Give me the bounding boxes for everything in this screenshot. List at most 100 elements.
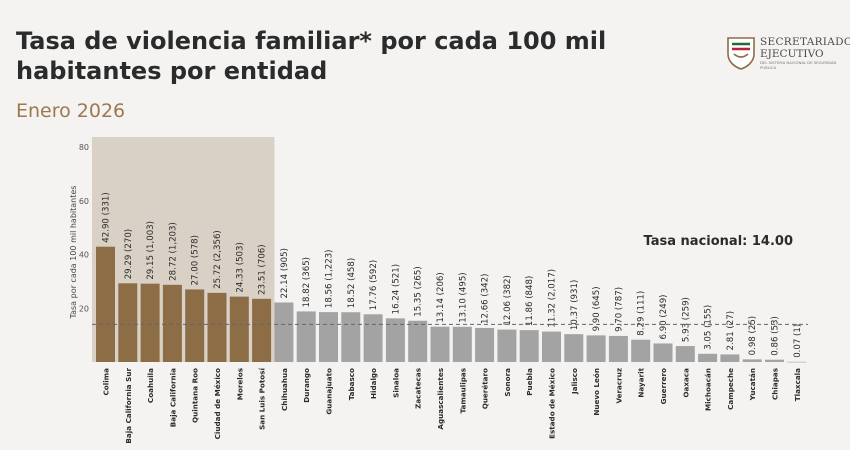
shield-emblem-icon [727,37,755,70]
category-label: San Luis Potosí [258,367,267,429]
data-label: 5.93 (259) [681,297,691,342]
category-label: Colima [102,368,111,396]
data-label: 42.90 (331) [102,192,112,242]
category-label: Yucatán [748,368,757,401]
data-label: 29.15 (1,003) [146,221,156,280]
bar [564,334,584,362]
data-label: 25.72 (2,356) [213,230,223,289]
logo-line-3: DEL SISTEMA NACIONAL DE SEGURIDAD PÚBLIC… [760,60,837,70]
bar [608,335,628,362]
bar [296,311,316,362]
data-label: 2.81 (27) [726,311,736,351]
bar [675,346,695,362]
data-label: 0.98 (25) [748,316,758,356]
data-label: 29.29 (270) [124,229,134,279]
bar [497,329,517,362]
data-label: 8.29 (111) [637,291,647,336]
bar [631,339,651,362]
category-label: Querétaro [481,368,490,409]
data-label: 16.24 (521) [391,264,401,314]
data-label: 12.06 (382) [503,275,513,325]
category-label: Quintana Roo [191,368,200,423]
bar [787,361,807,363]
bar [140,283,160,362]
bar [252,298,272,362]
category-label: Guanajuato [325,368,334,415]
data-label: 17.76 (592) [369,260,379,310]
category-label: Sinaloa [391,368,400,398]
category-label: Baja California Sur [124,368,133,444]
category-label: Guerrero [659,368,668,404]
data-label: 10.37 (931) [570,280,580,330]
bar [185,289,205,362]
data-label: 18.56 (1,223) [325,249,335,308]
data-label: 15.35 (265) [414,266,424,316]
data-label: 13.10 (495) [458,272,468,322]
data-label: 18.52 (458) [347,258,357,308]
data-label: 23.51 (706) [258,244,268,294]
category-label: Aguascalientes [436,368,445,430]
category-label: Chiapas [771,368,780,400]
category-label: Sonora [503,368,512,397]
category-label: Estado de México [548,368,557,439]
data-label: 6.90 (249) [659,294,669,339]
data-label: 28.72 (1,203) [168,222,178,281]
y-tick-label: 20 [79,304,89,313]
category-label: Michoacán [704,368,713,411]
category-label: Puebla [525,368,534,396]
category-label: Veracruz [614,368,623,404]
bar [475,327,495,362]
bar [542,331,561,362]
bar [452,326,472,362]
bar [319,312,338,362]
data-label: 0.07 (1) [793,324,803,358]
data-label: 11.32 (2,017) [548,269,558,328]
bar [720,354,740,362]
data-label: 13.14 (206) [436,272,446,322]
bar [742,359,762,362]
category-label: Zacatecas [414,368,423,409]
y-tick-label: 60 [79,197,89,206]
category-label: Chihuahua [280,368,289,411]
logo-line-1: SECRETARIADO [760,36,850,48]
bar [229,296,249,362]
bar [519,330,539,362]
y-axis-label: Tasa por cada 100 mil habitantes [69,186,78,320]
category-label: Tlaxcala [793,368,802,401]
category-label: Nuevo León [592,368,601,416]
chart-title: Tasa de violencia familiar* por cada 100… [16,27,607,85]
category-label: Hidalgo [369,368,378,399]
category-label: Tabasco [347,368,356,400]
bar [408,320,428,362]
category-label: Jalisco [570,368,579,395]
data-label: 22.14 (905) [280,248,290,298]
bar [341,312,361,362]
bar [118,283,138,362]
category-label: Ciudad de México [213,368,222,439]
category-label: Tamaulipas [458,368,467,413]
data-label: 9.90 (645) [592,286,602,331]
data-label: 24.33 (503) [235,242,245,292]
bar [385,318,405,362]
data-label: 0.86 (53) [771,316,781,356]
bar [653,343,673,362]
y-tick-label: 40 [79,251,89,260]
category-label: Durango [302,368,311,403]
bar [363,314,383,362]
category-label: Coahuila [146,368,155,403]
data-label: 12.66 (342) [481,274,491,324]
secretariado-logo: SECRETARIADO EJECUTIVO DEL SISTEMA NACIO… [726,36,850,76]
bar [430,326,450,362]
data-label: 11.86 (848) [525,276,535,326]
category-label: Nayarit [637,367,646,397]
category-label: Oaxaca [681,368,690,398]
data-label: 27.00 (578) [191,235,201,285]
bar [274,302,294,362]
bar [586,335,606,362]
national-rate-label: Tasa nacional: 14.00 [644,234,793,249]
category-label: Baja California [168,368,177,427]
data-label: 3.05 (155) [704,305,714,350]
chart-subtitle: Enero 2026 [16,100,126,122]
bar [765,359,784,362]
category-label: Campeche [726,368,735,410]
